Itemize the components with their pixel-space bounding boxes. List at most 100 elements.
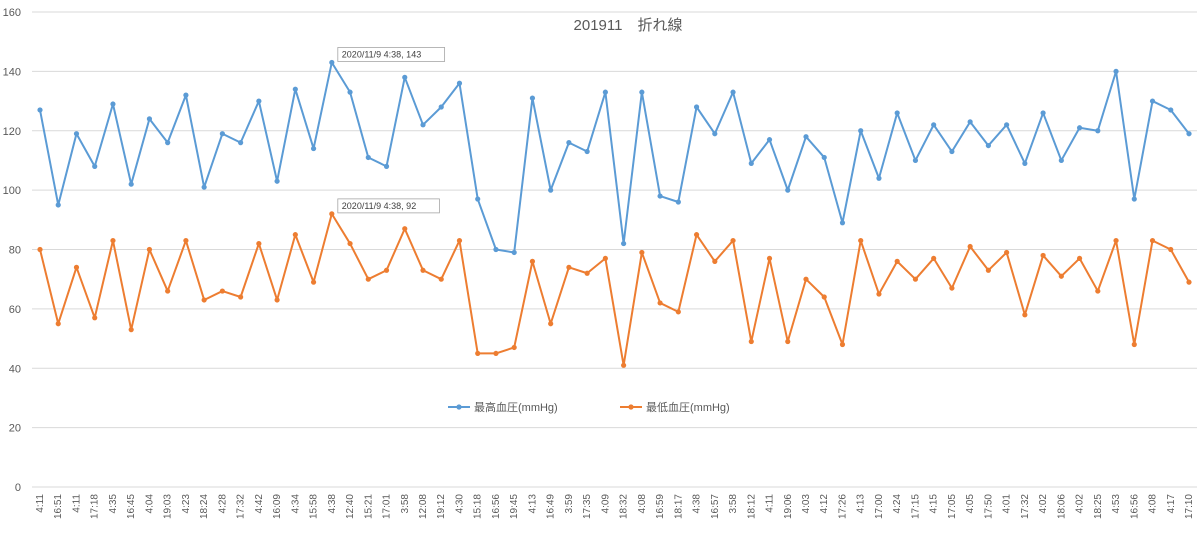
tooltip-box xyxy=(337,47,446,62)
data-point xyxy=(475,196,481,202)
data-point xyxy=(712,258,718,264)
data-point xyxy=(1113,237,1119,244)
x-tick-label: 12:08 xyxy=(418,494,429,519)
data-point xyxy=(146,246,153,253)
x-tick-label: 17:50 xyxy=(983,494,994,519)
y-tick-label: 160 xyxy=(3,7,21,19)
data-point xyxy=(201,297,207,303)
x-tick-label: 4:13 xyxy=(856,494,867,514)
y-tick-label: 140 xyxy=(3,66,21,78)
data-point xyxy=(456,237,463,244)
y-tick-label: 100 xyxy=(3,185,21,197)
x-tick-label: 16:51 xyxy=(53,494,64,519)
data-point xyxy=(383,267,390,273)
data-point xyxy=(274,297,280,303)
data-point xyxy=(365,276,371,282)
data-point xyxy=(1113,68,1119,74)
x-tick-label: 4:11 xyxy=(35,494,46,513)
y-tick-label: 20 xyxy=(9,423,21,435)
data-point xyxy=(438,276,444,282)
data-point xyxy=(785,338,791,345)
data-point xyxy=(967,119,973,125)
data-point xyxy=(511,344,517,351)
data-point xyxy=(985,142,991,149)
x-tick-label: 17:10 xyxy=(1184,494,1195,519)
data-point xyxy=(110,101,116,107)
data-point xyxy=(146,116,153,122)
x-tick-label: 4:11 xyxy=(765,494,776,513)
data-point xyxy=(1022,312,1028,318)
x-tick-label: 17:05 xyxy=(947,494,958,519)
x-tick-label: 16:59 xyxy=(655,494,666,519)
x-tick-label: 4:24 xyxy=(892,494,903,514)
data-point xyxy=(292,86,298,92)
x-tick-label: 18:32 xyxy=(619,494,630,519)
data-point xyxy=(73,131,80,137)
x-tick-label: 4:30 xyxy=(454,494,465,514)
data-point xyxy=(456,80,463,86)
data-point xyxy=(310,279,317,285)
x-tick-label: 17:26 xyxy=(837,494,848,519)
x-tick-label: 4:09 xyxy=(600,494,611,514)
data-point xyxy=(92,315,98,321)
data-point xyxy=(894,258,900,264)
x-tick-label: 3:58 xyxy=(400,494,411,514)
data-point xyxy=(803,134,809,140)
x-tick-label: 4:35 xyxy=(108,494,119,514)
data-point xyxy=(1058,273,1064,279)
data-point xyxy=(584,270,590,276)
x-tick-label: 15:58 xyxy=(309,494,320,519)
x-tick-label: 15:18 xyxy=(473,494,484,519)
data-point xyxy=(420,122,426,128)
data-tooltips: 2020/11/9 4:38, 143 2020/11/9 4:38, 92 xyxy=(337,47,446,214)
data-point xyxy=(693,232,700,238)
x-tick-label: 4:02 xyxy=(1038,494,1049,514)
x-tick-label: 4:53 xyxy=(1111,494,1122,514)
data-point xyxy=(365,154,371,161)
data-point xyxy=(912,157,919,164)
data-point xyxy=(183,237,189,244)
legend-swatch-marker xyxy=(628,404,634,410)
tooltip-text: 2020/11/9 4:38, 92 xyxy=(342,201,416,211)
data-point xyxy=(821,154,827,161)
x-tick-label: 4:34 xyxy=(290,494,301,514)
legend-item-1: 最高血圧(mmHg) xyxy=(448,400,558,414)
x-tick-label: 4:38 xyxy=(327,494,338,514)
x-tick-label: 17:18 xyxy=(90,494,101,519)
x-tick-label: 19:12 xyxy=(436,494,447,519)
data-point xyxy=(931,122,937,128)
y-tick-label: 0 xyxy=(15,482,21,494)
data-point xyxy=(256,98,262,104)
data-point xyxy=(657,300,663,306)
x-tick-label: 3:59 xyxy=(564,494,575,514)
data-point xyxy=(839,220,846,226)
data-point xyxy=(766,255,773,262)
data-point xyxy=(310,145,317,152)
x-tick-label: 4:02 xyxy=(1075,494,1086,514)
data-point xyxy=(347,89,353,95)
data-point xyxy=(347,240,353,247)
x-tick-label: 16:57 xyxy=(710,494,721,519)
data-point xyxy=(238,294,244,300)
x-tick-label: 18:25 xyxy=(1093,494,1104,519)
legend-label: 最高血圧(mmHg) xyxy=(474,400,558,414)
data-tooltip: 2020/11/9 4:38, 92 xyxy=(337,198,440,214)
data-point xyxy=(1076,125,1083,131)
data-point xyxy=(383,163,390,169)
data-point xyxy=(402,226,408,232)
data-point xyxy=(219,288,225,294)
gridlines xyxy=(32,11,1197,488)
data-point xyxy=(420,267,426,273)
x-tick-label: 4:05 xyxy=(965,494,976,514)
data-point xyxy=(584,148,590,155)
data-point xyxy=(402,74,408,80)
data-point xyxy=(274,178,280,184)
x-tick-label: 4:03 xyxy=(801,494,812,514)
x-tick-label: 19:03 xyxy=(163,494,174,519)
series-1 xyxy=(37,59,1192,256)
data-point xyxy=(128,327,134,333)
x-tick-label: 17:01 xyxy=(382,494,393,519)
data-point xyxy=(73,264,80,270)
data-point xyxy=(1095,128,1101,134)
y-tick-label: 120 xyxy=(3,126,21,138)
